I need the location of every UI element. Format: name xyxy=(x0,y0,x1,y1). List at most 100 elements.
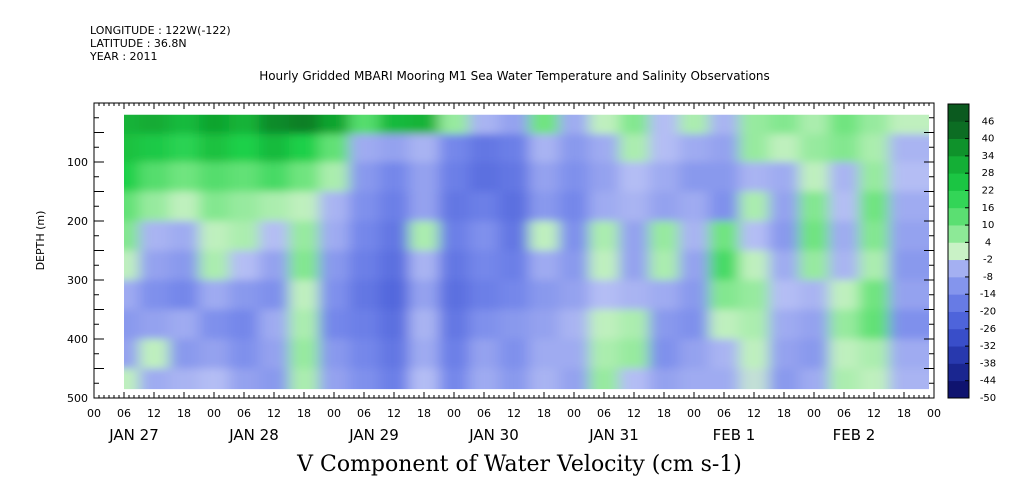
heatmap-cell xyxy=(889,250,929,281)
heatmap-cell xyxy=(529,114,560,135)
heatmap-cell xyxy=(679,309,710,340)
heatmap-cell xyxy=(499,221,530,251)
heatmap-cell xyxy=(124,309,140,340)
x-tick-label: 06 xyxy=(357,407,371,420)
colorbar: -50 -44 -38 -32 -26 -20 -14 -8 -2 4 10 16 22 28 34 40 46 xyxy=(947,103,996,404)
heatmap-cell xyxy=(619,162,650,192)
heatmap-cell xyxy=(139,114,170,135)
heatmap-cell xyxy=(469,368,500,390)
y-tick-label: 400 xyxy=(67,333,88,346)
colorbar-label: 10 xyxy=(982,220,995,231)
heatmap-cell xyxy=(124,162,140,192)
heatmap-cell xyxy=(589,339,620,369)
heatmap-cell xyxy=(169,162,200,192)
heatmap-cell xyxy=(379,309,410,340)
heatmap-cell xyxy=(499,114,530,135)
heatmap-cell xyxy=(739,191,770,222)
heatmap-cell xyxy=(289,368,320,390)
chart-title: Hourly Gridded MBARI Mooring M1 Sea Wate… xyxy=(259,69,770,83)
heatmap-cell xyxy=(859,280,890,310)
heatmap-cell xyxy=(619,114,650,135)
heatmap-cell xyxy=(619,133,650,163)
heatmap-cell xyxy=(289,280,320,310)
heatmap-cell xyxy=(709,368,740,390)
heatmap-cell xyxy=(799,309,830,340)
heatmap-cell xyxy=(199,309,230,340)
heatmap-cell xyxy=(199,280,230,310)
heatmap-cell xyxy=(124,191,140,222)
heatmap-cell xyxy=(379,162,410,192)
heatmap-cell xyxy=(259,191,290,222)
heatmap-cell xyxy=(889,191,929,222)
heatmap-cell xyxy=(469,339,500,369)
heatmap-cell xyxy=(289,133,320,163)
colorbar-label: 28 xyxy=(982,168,995,179)
heatmap-cell xyxy=(169,309,200,340)
y-tick-label: 200 xyxy=(67,215,88,228)
heatmap-cell xyxy=(139,191,170,222)
heatmap-cell xyxy=(259,133,290,163)
x-tick-label: 18 xyxy=(897,407,911,420)
heatmap-cell xyxy=(199,221,230,251)
heatmap-cell xyxy=(409,280,440,310)
heatmap-cell xyxy=(829,114,860,135)
heatmap-cell xyxy=(829,339,860,369)
heatmap-cell xyxy=(739,133,770,163)
heatmap-cell xyxy=(439,162,470,192)
heatmap-cell xyxy=(319,221,350,251)
heatmap-cell xyxy=(769,221,800,251)
heatmap-cell xyxy=(589,162,620,192)
heatmap-cell xyxy=(529,250,560,281)
heatmap-cell xyxy=(559,309,590,340)
heatmap-cell xyxy=(769,280,800,310)
heatmap-cell xyxy=(559,221,590,251)
heatmap-cell xyxy=(709,191,740,222)
heatmap-cell xyxy=(379,339,410,369)
colorbar-label: -2 xyxy=(983,255,993,266)
heatmap-cell xyxy=(259,250,290,281)
heatmap-cell xyxy=(289,221,320,251)
heatmap-cell xyxy=(349,368,380,390)
heatmap-cell xyxy=(739,162,770,192)
heatmap-cell xyxy=(289,191,320,222)
heatmap-cell xyxy=(529,191,560,222)
heatmap-cell xyxy=(409,114,440,135)
day-label: JAN 31 xyxy=(588,426,639,444)
heatmap-cell xyxy=(589,280,620,310)
heatmap-cell xyxy=(859,191,890,222)
heatmap-cell xyxy=(859,133,890,163)
heatmap-cell xyxy=(679,221,710,251)
x-tick-label: 12 xyxy=(867,407,881,420)
x-tick-label: 06 xyxy=(837,407,851,420)
heatmap-cell xyxy=(409,250,440,281)
heatmap-cell xyxy=(739,339,770,369)
colorbar-band xyxy=(948,328,969,347)
heatmap-cell xyxy=(709,250,740,281)
x-tick-label: 00 xyxy=(927,407,941,420)
heatmap-cell xyxy=(259,280,290,310)
x-tick-label: 12 xyxy=(147,407,161,420)
heatmap-cell xyxy=(619,250,650,281)
heatmap-cell xyxy=(379,368,410,390)
heatmap-cell xyxy=(139,339,170,369)
x-tick-label: 18 xyxy=(657,407,671,420)
heatmap-cell xyxy=(559,339,590,369)
heatmap-cell xyxy=(829,250,860,281)
heatmap-cell xyxy=(439,280,470,310)
heatmap-cell xyxy=(199,114,230,135)
heatmap-cell xyxy=(619,309,650,340)
heatmap-cell xyxy=(169,133,200,163)
heatmap-cell xyxy=(259,114,290,135)
heatmap-cell xyxy=(319,133,350,163)
heatmap-cell xyxy=(829,309,860,340)
x-tick-label: 06 xyxy=(597,407,611,420)
heatmap-cell xyxy=(439,368,470,390)
heatmap-cell xyxy=(439,114,470,135)
day-label: JAN 28 xyxy=(228,426,279,444)
colorbar-band xyxy=(948,207,969,226)
year-label: YEAR : 2011 xyxy=(90,50,158,63)
x-tick-label: 12 xyxy=(507,407,521,420)
heatmap-cell xyxy=(799,191,830,222)
heatmap-cell xyxy=(229,339,260,369)
heatmap-cell xyxy=(499,309,530,340)
